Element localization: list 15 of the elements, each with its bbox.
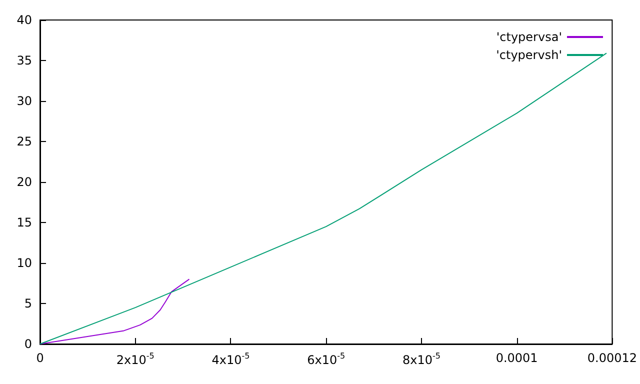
y-tick-label: 20 <box>16 175 32 189</box>
legend-label: 'ctypervsa' <box>496 30 562 44</box>
y-tick-label: 0 <box>24 337 32 351</box>
x-tick-label: 0 <box>36 351 44 365</box>
y-tick-label: 25 <box>16 134 32 148</box>
y-tick-label: 5 <box>24 296 32 310</box>
line-series <box>40 278 190 344</box>
x-tick-label: 0.00012 <box>587 351 637 365</box>
y-tick-label: 10 <box>16 256 32 270</box>
y-tick-label: 15 <box>16 216 32 230</box>
legend-label: 'ctypervsh' <box>496 48 562 62</box>
y-tick-label: 30 <box>16 94 32 108</box>
y-tick-label: 40 <box>16 13 32 27</box>
x-tick-label: 0.0001 <box>496 351 538 365</box>
y-tick-label: 35 <box>16 54 32 68</box>
